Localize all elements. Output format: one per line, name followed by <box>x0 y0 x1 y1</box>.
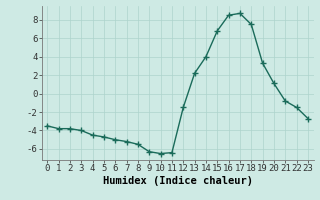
X-axis label: Humidex (Indice chaleur): Humidex (Indice chaleur) <box>103 176 252 186</box>
